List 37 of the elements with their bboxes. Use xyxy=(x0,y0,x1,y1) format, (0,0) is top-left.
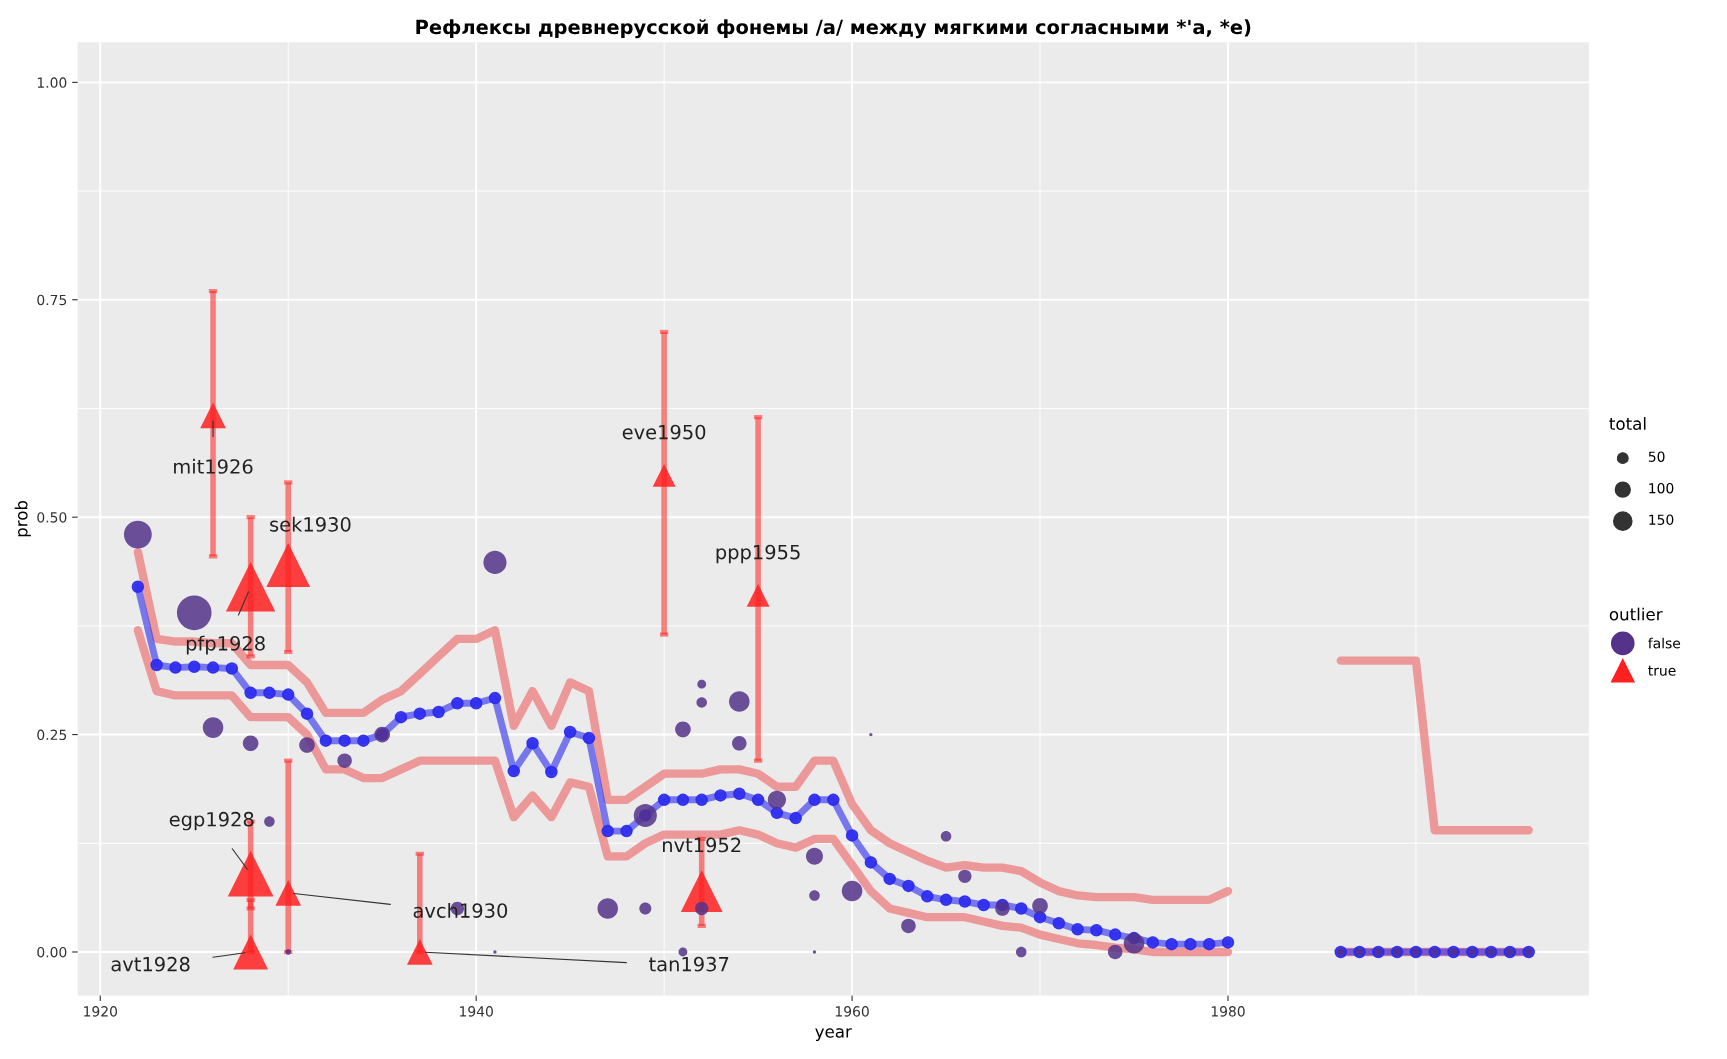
legend-label: true xyxy=(1648,665,1676,676)
legend-label: 150 xyxy=(1649,514,1674,525)
text: total xyxy=(1609,417,1646,430)
text: outlier xyxy=(1609,607,1663,621)
annotation: pfp1928 xyxy=(186,635,265,655)
x-tick-label: 1920 xyxy=(84,1006,118,1017)
chart-title: Рефлексы древнерусской фонемы /а/ между мягкими согласными *'а, *е) xyxy=(416,19,1251,39)
y-tick-label: 0.00 xyxy=(37,946,67,958)
point xyxy=(901,918,916,934)
x-tick-label: 1940 xyxy=(460,1006,493,1017)
x-axis-title: year xyxy=(815,1028,852,1041)
annotation: tan1937 xyxy=(649,956,729,972)
y-tick-label: 1.00 xyxy=(37,77,67,88)
point xyxy=(299,737,315,753)
annotation: nvt1952 xyxy=(663,837,741,853)
point xyxy=(675,721,691,738)
point xyxy=(995,901,1010,916)
point xyxy=(1107,944,1123,960)
point xyxy=(1032,898,1048,914)
point xyxy=(639,902,652,915)
legend-label: 50 xyxy=(1648,451,1665,462)
point xyxy=(1015,946,1027,958)
y-axis-title: prob xyxy=(14,500,31,537)
x-tick-label: 1980 xyxy=(1211,1006,1245,1017)
point xyxy=(695,901,709,916)
annotation: egp1928 xyxy=(169,811,254,831)
point xyxy=(337,753,352,768)
point xyxy=(958,869,972,883)
y-tick-label: 0.75 xyxy=(37,294,67,306)
y-tick-label: 0.50 xyxy=(37,512,67,523)
y-tick-label: 0.25 xyxy=(37,729,67,741)
annotation: avt1928 xyxy=(111,956,190,972)
point xyxy=(732,736,747,751)
x-tick-label: 1960 xyxy=(835,1006,869,1017)
point xyxy=(940,831,952,842)
legend-label: 100 xyxy=(1649,482,1674,494)
legend-label: false xyxy=(1648,637,1681,649)
